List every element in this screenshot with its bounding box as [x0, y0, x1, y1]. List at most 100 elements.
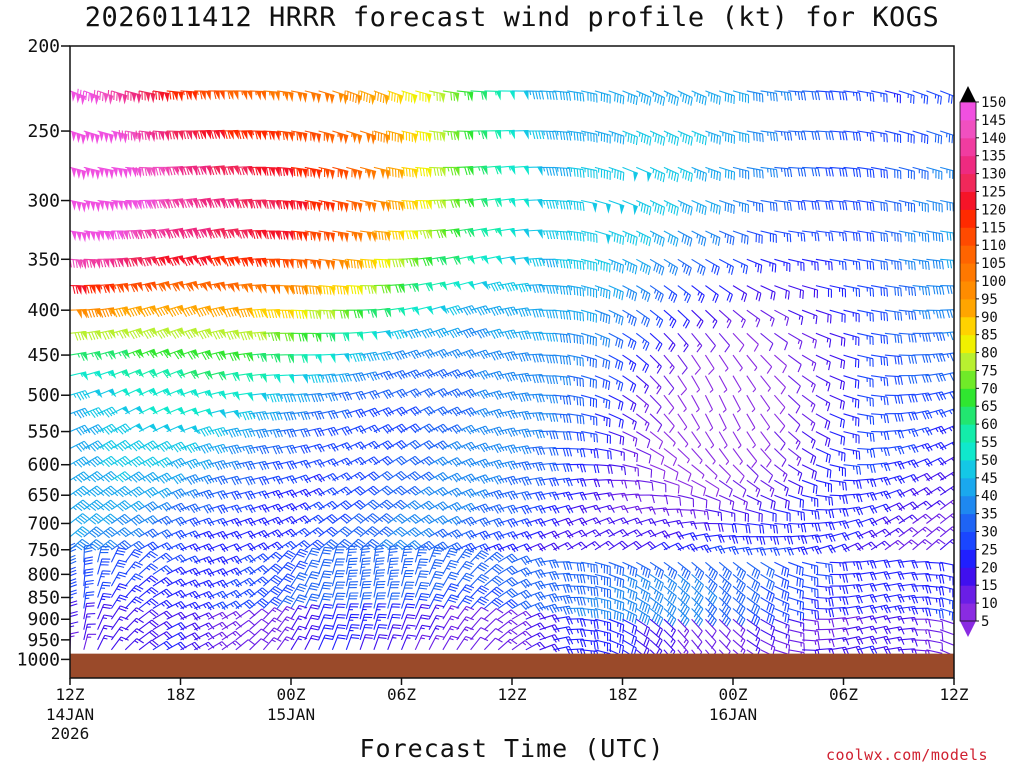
- wind-barb: [663, 90, 679, 106]
- wind-barb: [358, 90, 376, 106]
- wind-barb: [166, 424, 186, 434]
- wind-barb: [580, 230, 598, 243]
- wind-barb: [221, 555, 243, 565]
- wind-barb: [442, 571, 460, 587]
- wind-barb: [884, 412, 904, 422]
- wind-barb: [539, 559, 560, 569]
- wind-barb: [470, 130, 488, 140]
- wind-barb: [788, 629, 805, 642]
- wind-barb: [428, 388, 450, 398]
- wind-barb: [414, 593, 430, 609]
- wind-barb: [97, 406, 118, 418]
- wind-barb: [622, 90, 638, 106]
- wind-barb: [373, 544, 385, 563]
- wind-barb: [345, 592, 359, 609]
- colorbar-segment: [960, 173, 976, 192]
- wind-barb: [180, 388, 200, 399]
- wind-barb: [346, 352, 366, 363]
- wind-barb: [926, 130, 943, 145]
- wind-barb: [746, 464, 759, 484]
- wind-barb: [704, 332, 716, 353]
- wind-barb: [180, 622, 201, 631]
- wind-barb: [677, 309, 690, 329]
- wind-barb: [594, 492, 615, 501]
- wind-barb: [456, 635, 474, 651]
- wind-barb: [97, 130, 114, 145]
- colorbar-segment: [960, 513, 976, 533]
- wind-barb: [221, 306, 240, 318]
- wind-barb: [788, 479, 804, 496]
- wind-barb: [525, 412, 545, 422]
- wind-barb: [649, 597, 664, 615]
- colorbar-segment: [960, 477, 976, 497]
- wind-barb: [843, 332, 860, 346]
- colorbar-segment: [960, 119, 976, 139]
- wind-barb: [663, 448, 678, 467]
- wind-barb: [843, 285, 861, 298]
- wind-barb: [125, 540, 146, 551]
- wind-barb: [346, 408, 367, 419]
- wind-barb: [553, 636, 574, 645]
- wind-barb: [442, 547, 459, 563]
- wind-barb: [304, 571, 321, 587]
- wind-barb: [898, 594, 919, 604]
- wind-barb: [442, 515, 464, 526]
- wind-barb: [691, 354, 701, 375]
- wind-barb: [884, 646, 905, 656]
- wind-barb: [456, 548, 474, 563]
- wind-barb: [677, 479, 693, 495]
- colorbar-label: 100: [981, 274, 1006, 290]
- wind-barb: [594, 540, 615, 551]
- wind-barb: [318, 634, 334, 651]
- wind-barb: [456, 130, 474, 141]
- wind-barb: [594, 618, 612, 632]
- wind-barb: [649, 230, 665, 247]
- wind-barb: [691, 479, 707, 497]
- wind-barb: [843, 130, 862, 142]
- wind-barb: [677, 332, 689, 353]
- wind-barb: [373, 258, 391, 269]
- colorbar-label: 60: [981, 417, 998, 433]
- wind-barb: [470, 517, 491, 528]
- wind-barb: [235, 372, 254, 383]
- wind-barb: [498, 165, 516, 175]
- wind-barb: [373, 370, 394, 381]
- wind-barb: [788, 546, 808, 556]
- wind-barb: [746, 618, 761, 637]
- wind-barb: [345, 603, 359, 620]
- wind-barb: [346, 166, 363, 181]
- wind-barb: [83, 485, 104, 498]
- wind-barb: [815, 638, 835, 648]
- wind-barb: [263, 411, 283, 421]
- wind-barb: [359, 389, 381, 400]
- wind-barb: [318, 258, 336, 271]
- wind-barb: [802, 534, 822, 544]
- wind-barb: [857, 230, 875, 242]
- y-tick-label: 350: [27, 249, 60, 270]
- wind-barb: [912, 607, 932, 617]
- wind-barb: [387, 423, 408, 434]
- wind-barb: [152, 327, 172, 339]
- wind-barb: [912, 258, 930, 270]
- wind-barb: [235, 307, 254, 318]
- wind-barb: [484, 255, 503, 265]
- wind-barb: [70, 351, 88, 362]
- wind-barb: [207, 590, 229, 600]
- wind-barb: [774, 230, 792, 243]
- wind-barb: [912, 309, 931, 320]
- wind-barb: [152, 542, 174, 551]
- wind-barb: [677, 573, 691, 593]
- wind-barb: [263, 90, 280, 102]
- wind-barb: [304, 90, 322, 104]
- wind-barb: [194, 632, 215, 641]
- wind-barb: [635, 413, 650, 432]
- wind-barb: [70, 471, 90, 483]
- wind-barb: [594, 309, 611, 325]
- wind-barb: [677, 90, 693, 106]
- wind-barb: [387, 557, 399, 575]
- wind-barb: [345, 513, 366, 524]
- wind-barb: [871, 394, 889, 406]
- wind-barb: [871, 354, 889, 366]
- wind-barb: [912, 458, 933, 467]
- wind-barb: [594, 585, 612, 599]
